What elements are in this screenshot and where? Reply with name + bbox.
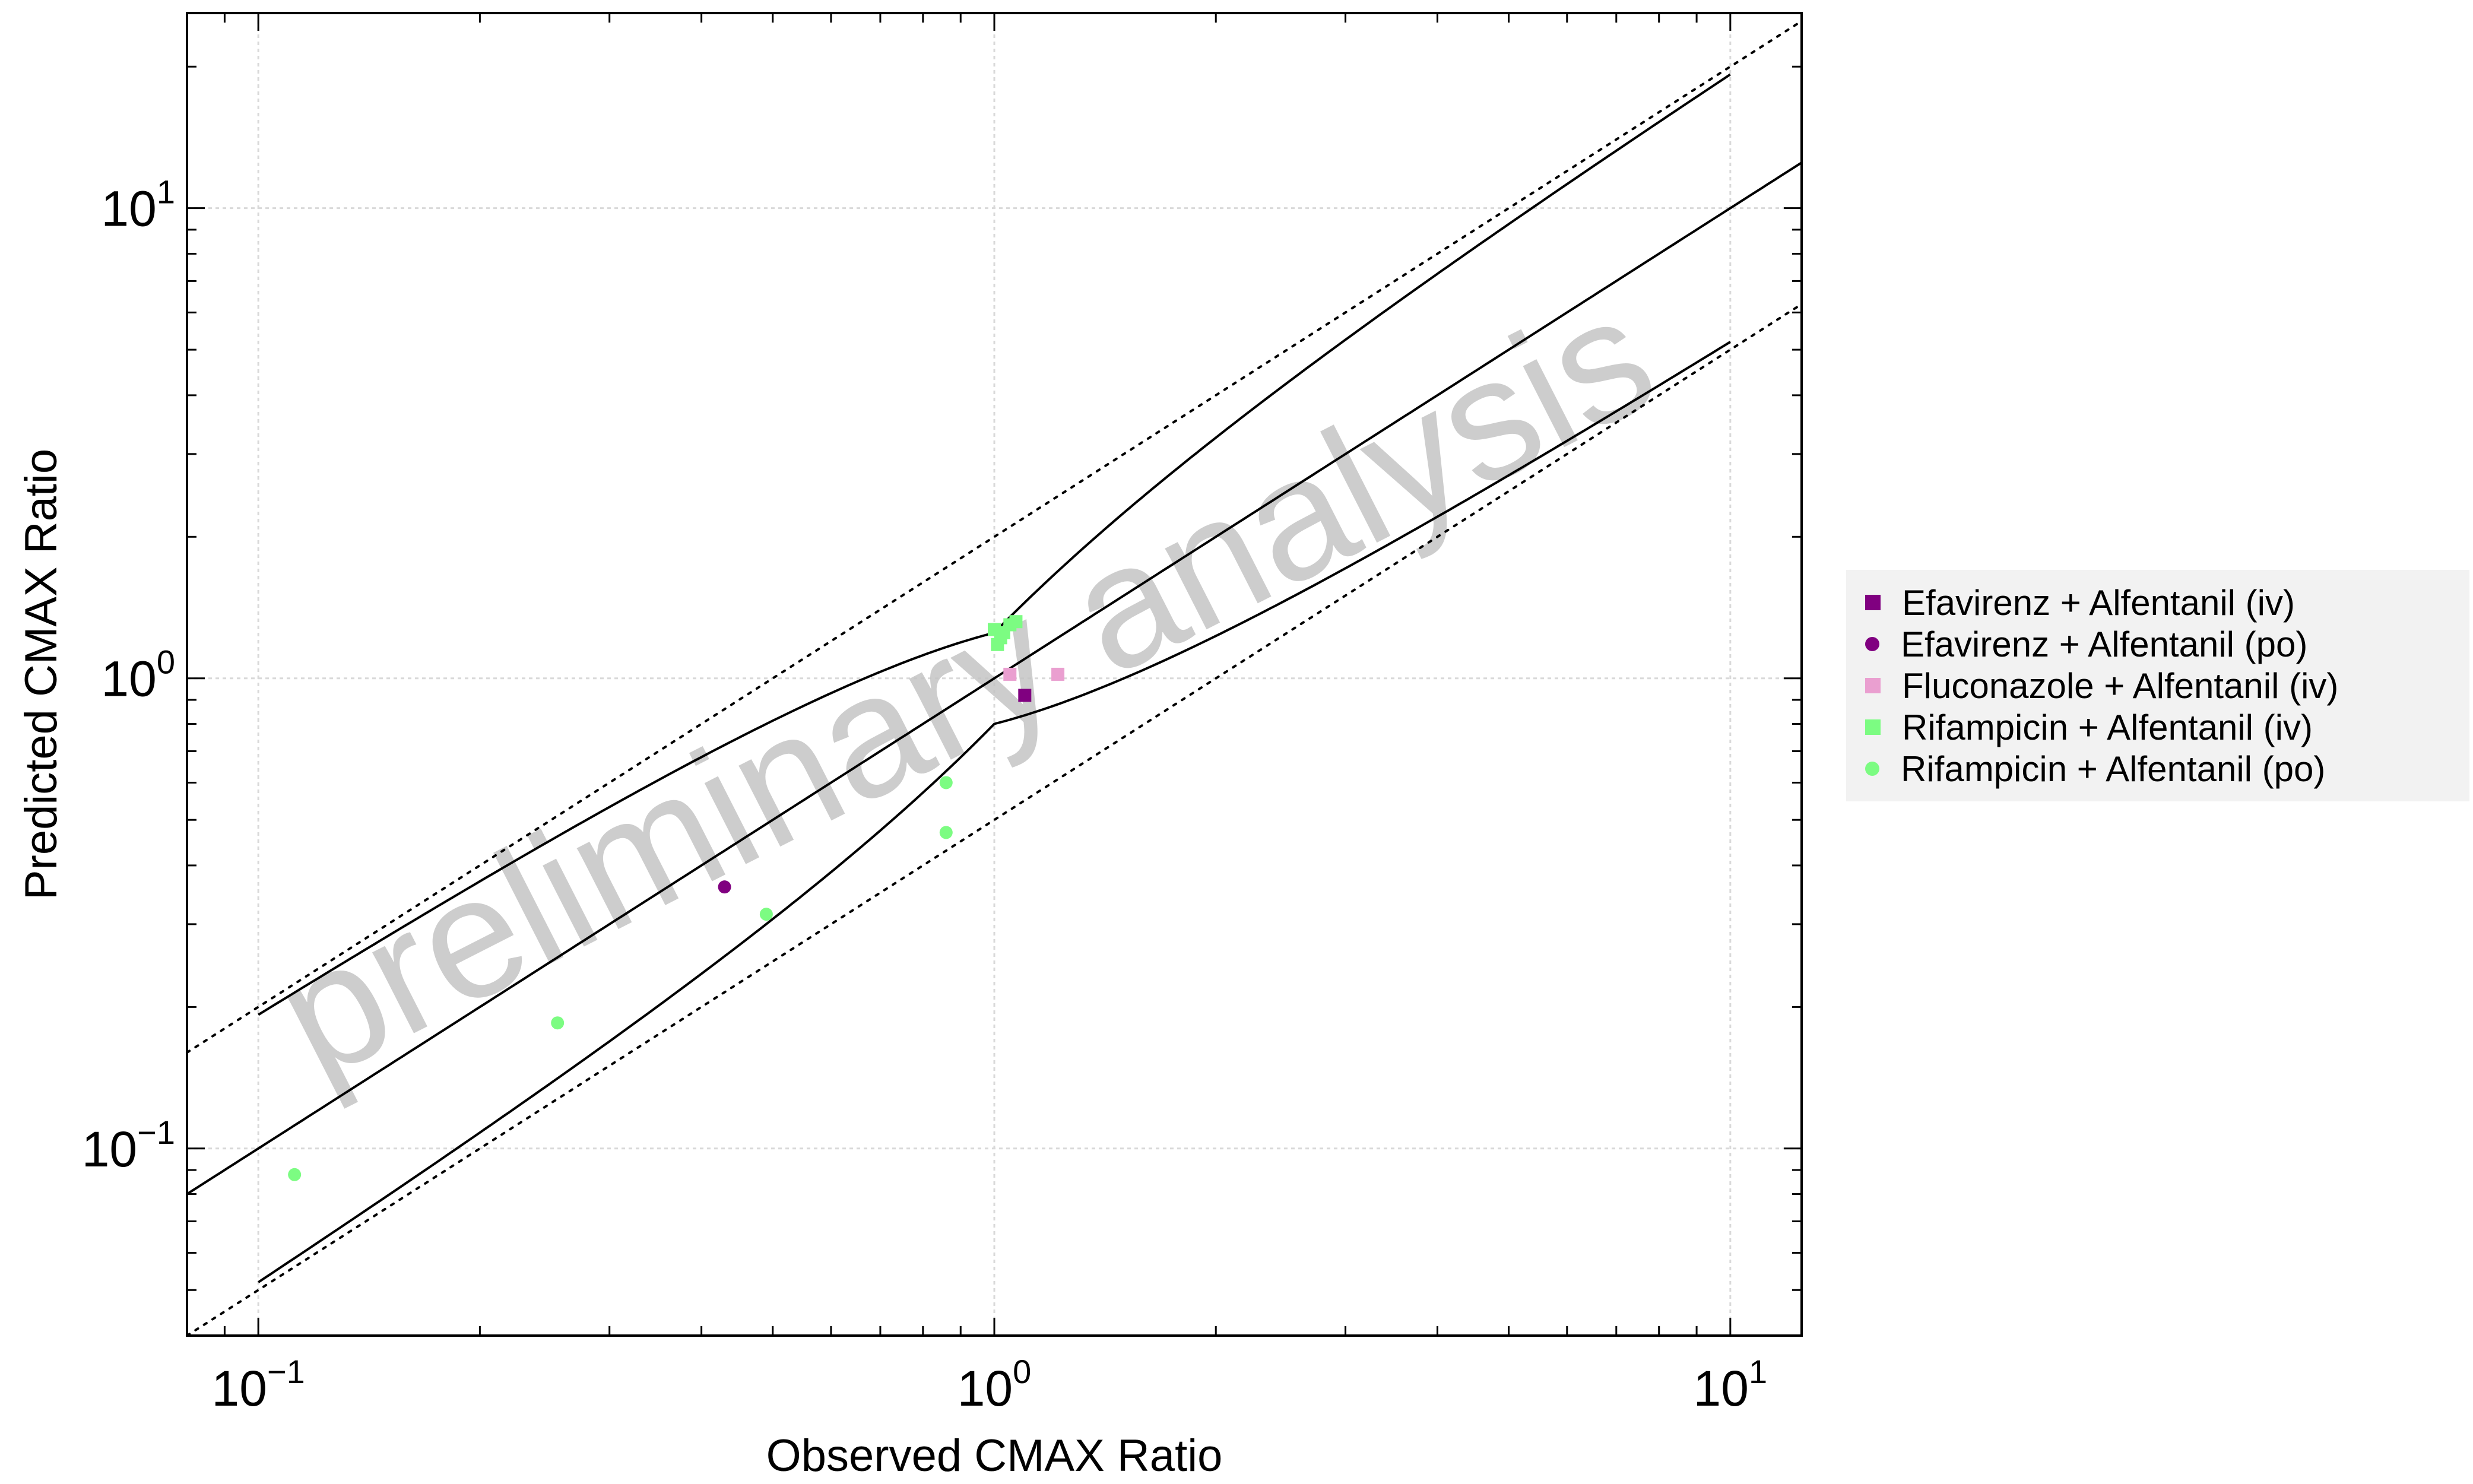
x-tick-label: 101 xyxy=(1694,1353,1768,1416)
y-tick-label: 100 xyxy=(101,643,175,707)
legend-marker xyxy=(1865,678,1881,693)
watermark: preliminary analysis xyxy=(248,258,1682,1116)
data-point xyxy=(991,638,1004,651)
legend-label: Efavirenz + Alfentanil (iv) xyxy=(1902,582,2295,623)
legend-label: Efavirenz + Alfentanil (po) xyxy=(1901,624,2308,664)
legend-item: Rifampicin + Alfentanil (iv) xyxy=(1846,706,2313,748)
x-axis-label: Observed CMAX Ratio xyxy=(766,1431,1223,1481)
data-point xyxy=(759,908,773,921)
upper-twofold-line xyxy=(186,20,1803,1054)
legend-item: Efavirenz + Alfentanil (iv) xyxy=(1846,582,2295,623)
y-axis-label: Predicted CMAX Ratio xyxy=(16,449,66,900)
data-point xyxy=(939,826,953,839)
data-point xyxy=(1003,667,1017,681)
identity-line xyxy=(186,161,1803,1196)
reference-lines xyxy=(186,20,1803,1337)
legend-item: Fluconazole + Alfentanil (iv) xyxy=(1846,665,2338,706)
legend-marker xyxy=(1865,637,1879,651)
legend: Efavirenz + Alfentanil (iv) Efavirenz + A… xyxy=(1846,570,2469,801)
legend-marker xyxy=(1865,719,1881,735)
guest-lower-limit xyxy=(258,341,1731,1283)
y-tick-label: 10−1 xyxy=(82,1114,175,1177)
x-tick-label: 10−1 xyxy=(212,1353,305,1416)
x-tick-label: 100 xyxy=(958,1353,1032,1416)
legend-label: Rifampicin + Alfentanil (iv) xyxy=(1902,707,2313,747)
axis-ticks xyxy=(186,13,1802,1337)
data-point xyxy=(1051,667,1065,681)
tick-labels: 10−1 100 101 10−1 100 101 xyxy=(82,173,1767,1416)
data-point xyxy=(551,1016,565,1030)
legend-label: Rifampicin + Alfentanil (po) xyxy=(1901,749,2326,789)
legend-marker xyxy=(1865,762,1879,776)
legend-marker xyxy=(1865,595,1881,610)
lower-twofold-line xyxy=(186,303,1803,1337)
legend-item: Efavirenz + Alfentanil (po) xyxy=(1846,623,2307,665)
data-point xyxy=(1009,615,1023,629)
legend-label: Fluconazole + Alfentanil (iv) xyxy=(1902,665,2339,706)
watermark-layer: preliminary analysis xyxy=(248,258,1682,1116)
y-tick-label: 101 xyxy=(101,173,175,237)
data-point xyxy=(1018,689,1032,702)
data-points xyxy=(288,615,1065,1181)
data-point xyxy=(939,776,953,789)
legend-item: Rifampicin + Alfentanil (po) xyxy=(1846,748,2325,789)
data-point xyxy=(288,1168,302,1181)
data-point xyxy=(718,880,731,894)
